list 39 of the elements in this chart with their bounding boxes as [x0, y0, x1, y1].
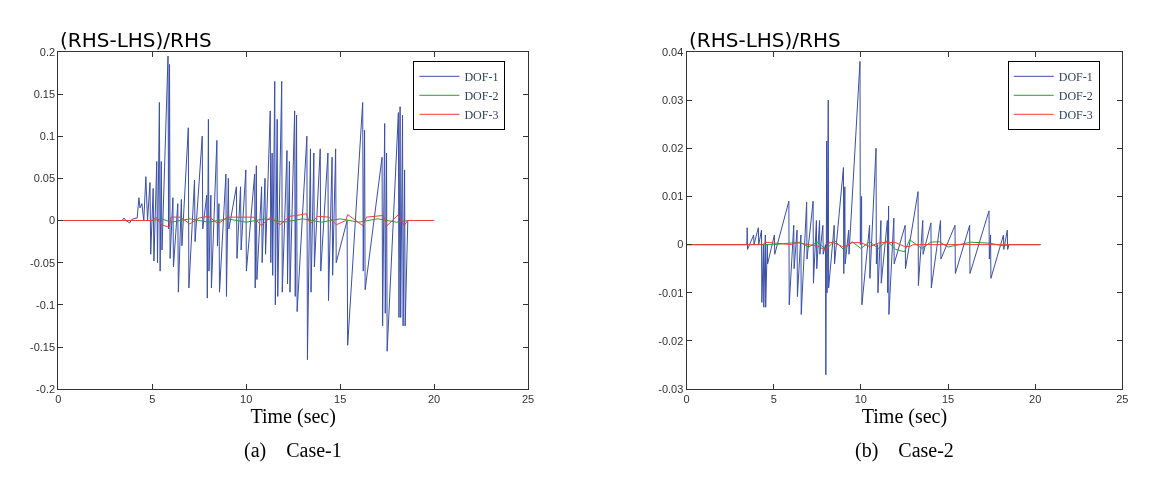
y-tick-label: -0.1: [36, 298, 56, 311]
x-axis-title: Time (sec): [861, 405, 948, 429]
y-tick-label: 0.05: [33, 172, 56, 185]
x-tick-label: 10: [854, 393, 867, 406]
x-axis-title: Time (sec): [250, 405, 336, 429]
text: (a) Case-1: [244, 439, 342, 462]
y-tick-label: 0.1: [39, 130, 56, 143]
y-tick-label: 0.02: [661, 142, 684, 155]
y-tick-label: -0.02: [658, 334, 684, 347]
legend-label: DOF-1: [1058, 69, 1093, 84]
x-tick-label: 15: [334, 393, 347, 406]
legend-label: DOF-3: [1058, 107, 1093, 122]
legend-label: DOF-2: [1058, 88, 1093, 103]
y-axis-title: (RHS-LHS)/RHS: [689, 28, 841, 52]
y-tick-label: 0.15: [33, 87, 56, 100]
y-tick-label: 0.2: [39, 45, 56, 58]
y-tick-label: 0: [677, 238, 684, 251]
y-tick-label: 0: [48, 214, 56, 227]
x-tick-label: 25: [521, 393, 535, 406]
y-axis-title: (RHS-LHS)/RHS: [60, 28, 212, 52]
text: (b) Case-2: [855, 439, 954, 462]
x-tick-label: 5: [770, 393, 777, 406]
legend-label: DOF-3: [464, 107, 499, 122]
x-tick-label: 20: [1029, 393, 1042, 406]
x-tick-label: 20: [427, 393, 441, 406]
y-tick-label: -0.05: [30, 256, 56, 269]
x-tick-label: 5: [149, 393, 156, 406]
x-tick-label: 10: [240, 393, 253, 406]
y-tick-label: -0.15: [30, 340, 56, 353]
legend-label: DOF-2: [464, 88, 499, 103]
legend-label: DOF-1: [464, 69, 499, 84]
x-tick-label: 15: [941, 393, 955, 406]
y-tick-label: -0.01: [658, 286, 684, 299]
y-tick-label: -0.2: [36, 383, 56, 396]
y-tick-label: 0.03: [661, 93, 684, 106]
x-tick-label: 25: [1116, 393, 1129, 406]
y-tick-label: 0.04: [661, 45, 684, 58]
y-tick-label: 0.01: [661, 190, 684, 203]
y-tick-label: -0.03: [658, 383, 684, 396]
